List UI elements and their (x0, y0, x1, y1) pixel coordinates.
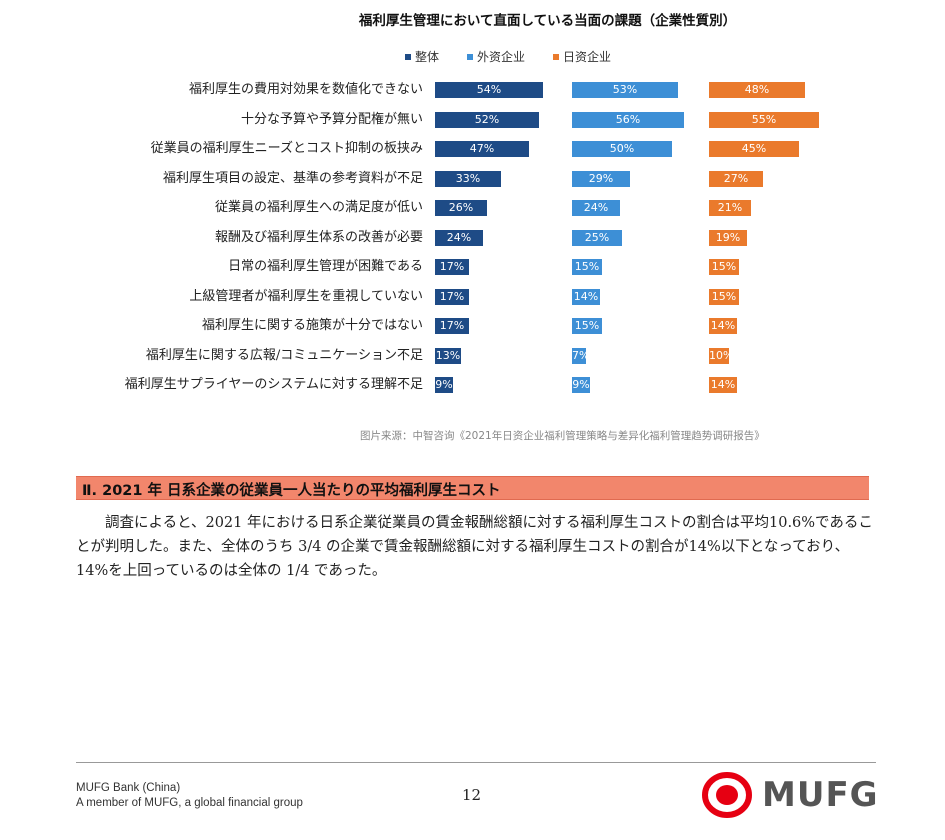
legend-swatch-japan (553, 53, 560, 60)
mufg-logo-text: MUFG (762, 775, 879, 815)
category-label: 日常の福利厚生管理が困難である (228, 259, 423, 274)
bar-japan: 21% (709, 200, 751, 216)
section-title: Ⅱ. 2021 年 日系企業の従業員一人当たりの平均福利厚生コスト (82, 483, 501, 499)
footer-divider (76, 762, 876, 763)
chart-legend: 整体 外资企业 日资企业 (405, 48, 639, 65)
bar-all: 17% (435, 288, 469, 305)
chart-source: 图片来源：中智咨询《2021年日资企业福利管理策略与差异化福利管理趋势调研报告》 (360, 430, 765, 442)
bar-japan: 15% (709, 259, 739, 275)
bar-all: 24% (435, 229, 483, 246)
legend-item-foreign: 外资企业 (467, 48, 525, 65)
bar-japan: 15% (709, 288, 739, 305)
category-label: 従業員の福利厚生への満足度が低い (214, 200, 423, 215)
bar-all: 52% (435, 111, 539, 128)
category-label: 従業員の福利厚生ニーズとコスト抑制の板挟み (150, 141, 423, 156)
bar-foreign: 9% (572, 377, 590, 393)
bar-foreign: 29% (572, 170, 630, 187)
footer-tagline: A member of MUFG, a global financial gro… (76, 797, 303, 809)
bar-foreign: 56% (572, 111, 684, 128)
category-label: 福利厚生に関する施策が十分ではない (201, 318, 423, 333)
bar-japan: 10% (709, 347, 729, 364)
section-header-bar (76, 476, 869, 500)
bar-all: 54% (435, 82, 543, 98)
legend-label-all: 整体 (415, 50, 440, 64)
bar-japan: 14% (709, 377, 737, 393)
bar-all: 17% (435, 318, 469, 334)
bar-japan: 48% (709, 82, 805, 98)
category-label: 福利厚生に関する広報/コミュニケーション不足 (145, 347, 423, 363)
bar-foreign: 15% (572, 259, 602, 275)
bar-foreign: 15% (572, 318, 602, 334)
legend-swatch-all (405, 53, 411, 60)
chart-title: 福利厚生管理において直面している当面の課題（企業性質別） (358, 13, 737, 29)
bar-japan: 45% (709, 141, 799, 157)
bar-all: 17% (435, 259, 469, 275)
legend-item-all: 整体 (405, 48, 439, 65)
category-label: 十分な予算や予算分配権が無い (240, 111, 423, 127)
bar-foreign: 25% (572, 229, 622, 246)
category-label: 報酬及び福利厚生体系の改善が必要 (214, 229, 423, 245)
mufg-logo: MUFG (702, 772, 879, 818)
bar-all: 9% (435, 377, 453, 393)
bar-japan: 27% (709, 170, 763, 187)
legend-swatch-foreign (467, 53, 474, 60)
footer-company: MUFG Bank (China) (76, 782, 181, 794)
legend-item-japan: 日资企业 (553, 48, 611, 65)
bar-foreign: 14% (572, 288, 600, 305)
category-label: 福利厚生の費用対効果を数値化できない (188, 82, 423, 97)
bar-all: 26% (435, 200, 487, 216)
bar-all: 47% (435, 141, 529, 157)
bar-all: 13% (435, 347, 461, 364)
bar-japan: 55% (709, 111, 819, 128)
bar-foreign: 7% (572, 347, 586, 364)
category-label: 上級管理者が福利厚生を重視していない (189, 288, 423, 304)
legend-label-foreign: 外资企业 (477, 50, 526, 64)
page-number: 12 (462, 786, 482, 804)
bar-japan: 19% (709, 229, 747, 246)
bar-japan: 14% (709, 318, 737, 334)
bar-foreign: 24% (572, 200, 620, 216)
body-paragraph: 調査によると、2021 年における日系企業従業員の賃金報酬総額に対する福利厚生コ… (76, 515, 873, 579)
bar-foreign: 53% (572, 82, 678, 98)
category-label: 福利厚生サプライヤーのシステムに対する理解不足 (124, 377, 423, 392)
mufg-logo-icon (702, 772, 752, 818)
bar-all: 33% (435, 170, 501, 187)
body-text: 調査によると、2021 年における日系企業従業員の賃金報酬総額に対する福利厚生コ… (76, 511, 876, 583)
category-label: 福利厚生項目の設定、基準の参考資料が不足 (162, 170, 423, 186)
bar-foreign: 50% (572, 141, 672, 157)
footer-company-info: MUFG Bank (China) A member of MUFG, a gl… (76, 781, 303, 811)
legend-label-japan: 日资企业 (563, 50, 612, 64)
